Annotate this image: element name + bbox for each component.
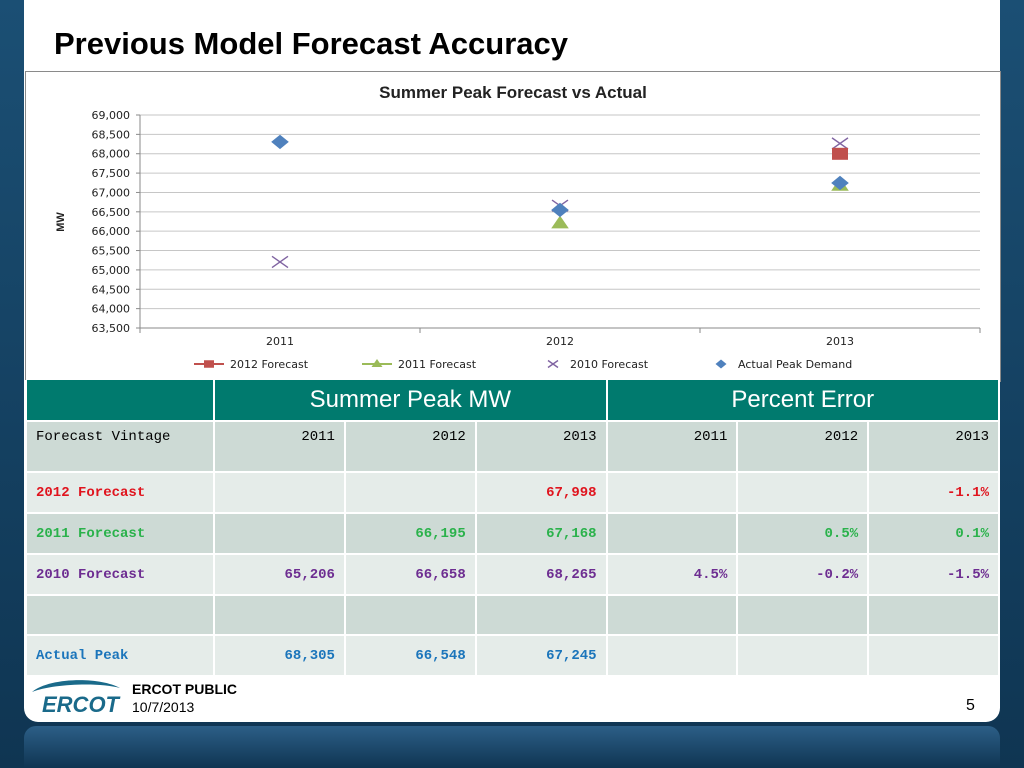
table-group-header-row: Summer Peak MW Percent Error (24, 380, 1001, 422)
footer-label: ERCOT PUBLIC (132, 681, 237, 697)
page-number: 5 (966, 697, 975, 714)
table-cell: 66,658 (343, 553, 477, 596)
table-cell: 4.5% (605, 553, 739, 596)
table-cell (867, 594, 1000, 636)
data-point (271, 134, 289, 150)
y-tick-label: 65,000 (92, 264, 131, 277)
table-cell: 66,548 (343, 634, 477, 677)
footer-date: 10/7/2013 (132, 699, 195, 715)
table-row: 2010 Forecast 65,206 66,658 68,265 4.5% … (24, 553, 1000, 596)
legend-label: 2012 Forecast (230, 358, 309, 371)
group-header-percent-error: Percent Error (605, 380, 1001, 422)
table-cell (605, 634, 739, 677)
table-cell (736, 634, 870, 677)
y-tick-label: 66,000 (92, 225, 131, 238)
legend-label: Actual Peak Demand (738, 358, 852, 371)
sub-header-vintage: Forecast Vintage (24, 420, 216, 473)
bottom-bar (24, 726, 1000, 768)
table-cell: -1.5% (867, 553, 1000, 596)
table-sub-header-row: Forecast Vintage 2011 2012 2013 2011 201… (24, 420, 1000, 473)
table-cell: 67,245 (474, 634, 608, 677)
table-cell: -0.2% (736, 553, 870, 596)
legend-label: 2011 Forecast (398, 358, 477, 371)
table-cell: 68,265 (474, 553, 608, 596)
chart-title: Summer Peak Forecast vs Actual (379, 83, 647, 102)
y-tick-label: 68,500 (92, 128, 131, 141)
table-cell (605, 471, 739, 514)
x-tick-label: 2011 (266, 335, 294, 348)
y-tick-label: 67,500 (92, 167, 131, 180)
table-cell: 65,206 (213, 553, 346, 596)
table-cell: -1.1% (867, 471, 1000, 514)
table-cell (213, 594, 346, 636)
table-cell (867, 634, 1000, 677)
table-cell: 68,305 (213, 634, 346, 677)
table-row: 2011 Forecast 66,195 67,168 0.5% 0.1% (24, 512, 1000, 555)
legend-marker (715, 359, 727, 369)
group-header-blank (24, 380, 216, 422)
data-point (551, 215, 569, 229)
footer: ERCOT PUBLIC 10/7/2013 (132, 680, 237, 716)
y-tick-label: 65,500 (92, 245, 131, 258)
legend-marker (204, 360, 214, 368)
slide-title: Previous Model Forecast Accuracy (54, 26, 568, 61)
forecast-table: Summer Peak MW Percent Error Forecast Vi… (24, 380, 1001, 677)
y-tick-label: 68,000 (92, 148, 131, 161)
row-label: 2010 Forecast (24, 553, 216, 596)
row-label: 2011 Forecast (24, 512, 216, 555)
y-tick-label: 63,500 (92, 322, 131, 335)
sub-header-err-2011: 2011 (605, 420, 739, 473)
data-point (831, 175, 849, 191)
table-cell (343, 471, 477, 514)
table-row: 2012 Forecast 67,998 -1.1% (24, 471, 1000, 514)
table-cell (213, 512, 346, 555)
data-point (271, 255, 289, 269)
sub-header-mw-2011: 2011 (213, 420, 346, 473)
table-row: Actual Peak 68,305 66,548 67,245 (24, 634, 1000, 677)
table-cell (736, 594, 870, 636)
table-cell: 0.1% (867, 512, 1000, 555)
sub-header-err-2012: 2012 (736, 420, 870, 473)
legend-label: 2010 Forecast (570, 358, 649, 371)
y-tick-label: 64,500 (92, 283, 131, 296)
ercot-logo: ERCOT (28, 676, 124, 721)
y-tick-label: 66,500 (92, 206, 131, 219)
table-cell: 67,998 (474, 471, 608, 514)
legend-marker (547, 359, 559, 369)
table-cell (605, 594, 739, 636)
table-cell (24, 594, 216, 636)
table-cell (605, 512, 739, 555)
table-cell (474, 594, 608, 636)
y-axis-label: MW (55, 212, 67, 232)
y-tick-label: 67,000 (92, 186, 131, 199)
table-cell: 0.5% (736, 512, 870, 555)
table-cell: 66,195 (343, 512, 477, 555)
sub-header-mw-2012: 2012 (343, 420, 477, 473)
data-point (551, 202, 569, 218)
logo-text: ERCOT (42, 692, 121, 716)
table-row-empty (24, 594, 1000, 636)
x-tick-label: 2013 (826, 335, 854, 348)
legend-marker (371, 359, 383, 367)
group-header-summer-peak: Summer Peak MW (213, 380, 608, 422)
table-cell: 67,168 (474, 512, 608, 555)
table-cell (213, 471, 346, 514)
row-label: 2012 Forecast (24, 471, 216, 514)
chart-svg: Summer Peak Forecast vs Actual 63,500 64,0… (55, 83, 981, 371)
data-point (832, 147, 848, 160)
table-cell (736, 471, 870, 514)
sub-header-mw-2013: 2013 (474, 420, 608, 473)
data-point (831, 137, 849, 150)
table-cell (343, 594, 477, 636)
sub-header-err-2013: 2013 (867, 420, 1000, 473)
x-tick-label: 2012 (546, 335, 574, 348)
row-label: Actual Peak (24, 634, 216, 677)
scatter-chart: Summer Peak Forecast vs Actual 63,500 64,0… (25, 71, 1001, 382)
y-tick-label: 64,000 (92, 303, 131, 316)
y-tick-label: 69,000 (92, 109, 131, 122)
